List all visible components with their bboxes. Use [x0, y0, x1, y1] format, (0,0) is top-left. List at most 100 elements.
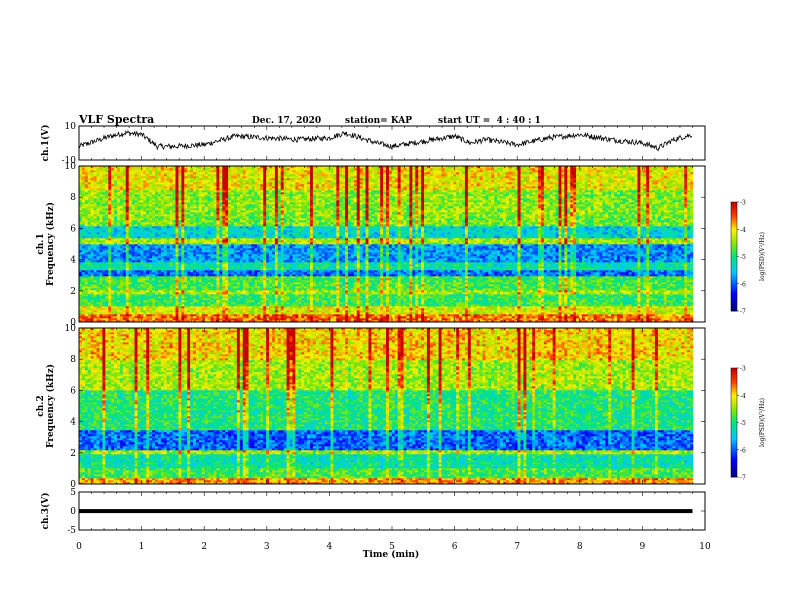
panel-frame-1 — [79, 126, 705, 160]
spectrogram-cell — [661, 314, 664, 316]
spectrogram-cell — [360, 310, 363, 312]
spectrogram-cell — [269, 310, 272, 312]
spectrogram-cell — [637, 314, 640, 316]
spectrogram-cell — [450, 316, 453, 318]
spectrogram-cell — [474, 300, 477, 302]
spectrogram-cell — [152, 318, 155, 320]
spectrogram-cell — [611, 298, 614, 300]
spectrogram-cell — [585, 296, 588, 298]
spectrogram-cell — [541, 300, 544, 302]
spectrogram-cell — [415, 296, 418, 298]
spectrogram-cell — [146, 304, 149, 306]
spectrogram-cell — [538, 308, 541, 310]
spectrogram-cell — [202, 302, 205, 304]
spectrogram-cell — [307, 302, 310, 304]
spectrogram-cell — [617, 316, 620, 318]
spectrogram-cell — [202, 296, 205, 298]
spectrogram-cell — [620, 304, 623, 306]
spectrogram-cell — [389, 298, 392, 300]
spectrogram-cell — [532, 308, 535, 310]
spectrogram-cell — [675, 316, 678, 318]
spectrogram-cell — [608, 298, 611, 300]
spectrogram-cell — [295, 298, 298, 300]
spectrogram-cell — [512, 298, 515, 300]
spectrogram-cell — [181, 310, 184, 312]
spectrogram-cell — [547, 304, 550, 306]
spectrogram-cell — [193, 300, 196, 302]
spectrogram-cell — [585, 298, 588, 300]
spectrogram-cell — [424, 296, 427, 298]
spectrogram-cell — [529, 294, 532, 296]
spectrogram-cell — [173, 300, 176, 302]
spectrogram-cell — [164, 310, 167, 312]
spectrogram-cell — [254, 302, 257, 304]
spectrogram-cell — [380, 312, 383, 314]
spectrogram-cell — [599, 300, 602, 302]
spectrogram-cell — [667, 312, 670, 314]
spectrogram-cell — [664, 312, 667, 314]
spectrogram-cell — [550, 294, 553, 296]
spectrogram-cell — [655, 306, 658, 308]
spectrogram-cell — [389, 306, 392, 308]
spectrogram-cell — [377, 300, 380, 302]
spectrogram-cell — [415, 300, 418, 302]
spectrogram-cell — [450, 310, 453, 312]
spectrogram-cell — [287, 316, 290, 318]
spectrogram-cell — [137, 316, 140, 318]
spectrogram-cell — [412, 302, 415, 304]
spectrogram-cell — [351, 302, 354, 304]
spectrogram-cell — [199, 312, 202, 314]
spectrogram-cell — [594, 312, 597, 314]
spectrogram-cell — [202, 294, 205, 296]
spectrogram-cell — [82, 294, 85, 296]
spectrogram-cell — [298, 304, 301, 306]
spectrogram-cell — [684, 296, 687, 298]
spectrogram-cell — [82, 314, 85, 316]
spectrogram-cell — [313, 312, 316, 314]
spectrogram-cell — [585, 304, 588, 306]
spectrogram-cell — [205, 306, 208, 308]
spectrogram-cell — [415, 316, 418, 318]
spectrogram-cell — [456, 306, 459, 308]
spectrogram-cell — [661, 300, 664, 302]
spectrogram-cell — [333, 296, 336, 298]
spectrogram-cell — [190, 318, 193, 320]
spectrogram-cell — [523, 312, 526, 314]
spectrogram-cell — [561, 296, 564, 298]
spectrogram-cell — [310, 294, 313, 296]
spectrogram-cell — [409, 308, 412, 310]
spectrogram-cell — [521, 298, 524, 300]
spectrogram-cell — [395, 300, 398, 302]
spectrogram-cell — [228, 300, 231, 302]
spectrogram-cell — [173, 298, 176, 300]
spectrogram-cell — [298, 318, 301, 320]
spectrogram-cell — [632, 300, 635, 302]
spectrogram-cell — [430, 298, 433, 300]
spectrogram-cell — [433, 304, 436, 306]
spectrogram-cell — [582, 298, 585, 300]
spectrogram-cell — [579, 298, 582, 300]
spectrogram-cell — [588, 294, 591, 296]
spectrogram-cell — [579, 296, 582, 298]
spectrogram-cell — [143, 314, 146, 316]
spectrogram-cell — [570, 312, 573, 314]
spectrogram-cell — [219, 314, 222, 316]
spectrogram-cell — [161, 306, 164, 308]
spectrogram-cell — [269, 318, 272, 320]
spectrogram-cell — [678, 300, 681, 302]
spectrogram-cell — [181, 316, 184, 318]
spectrogram-cell — [284, 298, 287, 300]
spectrogram-cell — [652, 302, 655, 304]
spectrogram-cell — [260, 304, 263, 306]
spectrogram-cell — [339, 312, 342, 314]
spectrogram-cell — [295, 306, 298, 308]
spectrogram-cell — [491, 310, 494, 312]
spectrogram-cell — [655, 316, 658, 318]
spectrogram-cell — [447, 312, 450, 314]
spectrogram-cell — [532, 296, 535, 298]
spectrogram-cell — [640, 296, 643, 298]
spectrogram-cell — [292, 294, 295, 296]
spectrogram-cell — [383, 302, 386, 304]
spectrogram-cell — [515, 308, 518, 310]
spectrogram-cell — [85, 302, 88, 304]
